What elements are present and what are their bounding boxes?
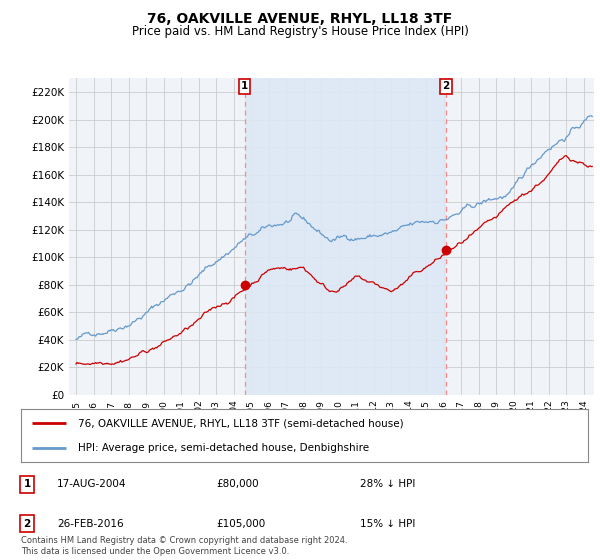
Text: 2: 2: [23, 519, 31, 529]
Text: 28% ↓ HPI: 28% ↓ HPI: [360, 479, 415, 489]
Text: 1: 1: [23, 479, 31, 489]
Text: 17-AUG-2004: 17-AUG-2004: [57, 479, 127, 489]
Text: £80,000: £80,000: [216, 479, 259, 489]
Text: 15% ↓ HPI: 15% ↓ HPI: [360, 519, 415, 529]
Text: Contains HM Land Registry data © Crown copyright and database right 2024.
This d: Contains HM Land Registry data © Crown c…: [21, 536, 347, 556]
Text: 76, OAKVILLE AVENUE, RHYL, LL18 3TF (semi-detached house): 76, OAKVILLE AVENUE, RHYL, LL18 3TF (sem…: [78, 418, 403, 428]
Text: 76, OAKVILLE AVENUE, RHYL, LL18 3TF: 76, OAKVILLE AVENUE, RHYL, LL18 3TF: [148, 12, 452, 26]
Text: 2: 2: [443, 81, 450, 91]
Text: 26-FEB-2016: 26-FEB-2016: [57, 519, 124, 529]
Text: 1: 1: [241, 81, 248, 91]
Text: £105,000: £105,000: [216, 519, 265, 529]
Bar: [245, 78, 446, 395]
Text: Price paid vs. HM Land Registry's House Price Index (HPI): Price paid vs. HM Land Registry's House …: [131, 25, 469, 38]
Text: HPI: Average price, semi-detached house, Denbighshire: HPI: Average price, semi-detached house,…: [78, 442, 369, 452]
